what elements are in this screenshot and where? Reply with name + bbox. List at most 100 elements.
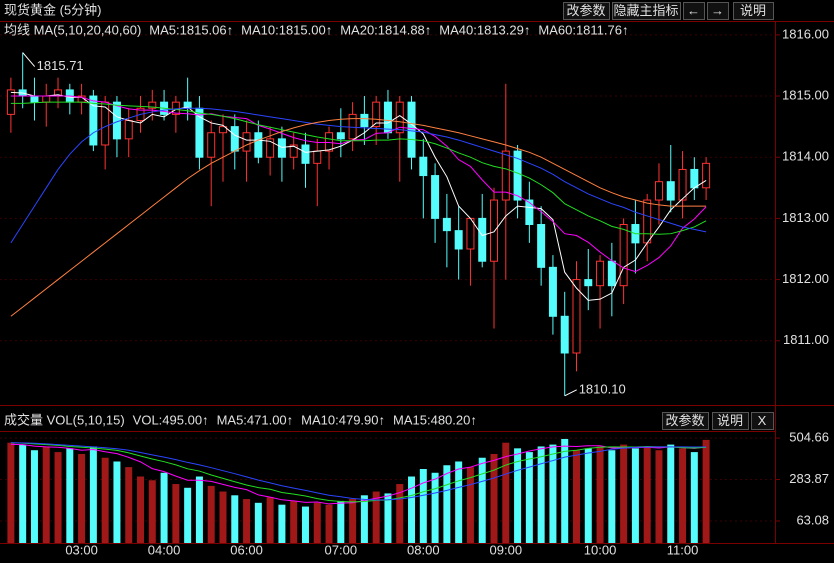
x-tick-label: 11:00 — [667, 542, 699, 557]
volume-bar — [137, 476, 145, 543]
y-tick-label: 63.08 — [796, 512, 829, 527]
button[interactable] — [662, 412, 709, 430]
candle-body — [313, 150, 322, 164]
ma-line — [10, 101, 707, 235]
volume-bar — [584, 448, 592, 543]
button-label[interactable]: 改参数 — [566, 3, 605, 18]
x-tick-label: 07:00 — [325, 542, 358, 557]
volume-bar — [679, 448, 687, 543]
y-tick-label: 1813.00 — [782, 210, 829, 225]
volume-bar — [690, 452, 698, 543]
button-label[interactable]: 说明 — [740, 3, 766, 18]
button[interactable] — [612, 2, 681, 20]
button-label[interactable]: 隐藏主指标 — [613, 3, 678, 18]
button-label[interactable]: → — [711, 3, 724, 18]
button-label[interactable]: ← — [687, 3, 700, 18]
legend-entry: MA20:1814.88↑ — [340, 22, 431, 37]
x-tick-label: 03:00 — [65, 542, 98, 557]
candle-body — [584, 279, 593, 287]
volume-bar — [702, 439, 710, 543]
volume-bar — [148, 480, 156, 543]
volume-bar — [408, 476, 416, 543]
candle-body — [207, 132, 216, 158]
ma-line — [10, 442, 707, 501]
volume-bar — [596, 446, 604, 543]
volume-bar — [313, 502, 321, 543]
legend-entry: 成交量 VOL(5,10,15) — [4, 412, 125, 427]
volume-bar — [490, 453, 498, 543]
volume-bar — [514, 448, 522, 543]
candle-body — [266, 138, 275, 158]
volume-bar — [431, 472, 439, 543]
x-tick-label: 04:00 — [148, 542, 181, 557]
candle-body — [407, 101, 416, 158]
volume-bar — [207, 485, 215, 543]
volume-bar — [266, 497, 274, 543]
volume-bar — [572, 450, 580, 543]
volume-bar — [301, 506, 309, 543]
candle-body — [607, 260, 616, 287]
x-tick-label: 06:00 — [230, 542, 263, 557]
legend-entry: MA15:480.20↑ — [393, 412, 477, 427]
volume-bar — [243, 499, 251, 543]
ma-line — [10, 91, 707, 301]
candle-body — [195, 107, 204, 158]
legend-entry: MA10:1815.00↑ — [241, 22, 332, 37]
y-tick-label: 1811.00 — [783, 332, 829, 347]
volume-bar — [89, 446, 97, 543]
volume-bar — [549, 444, 557, 543]
volume-bar — [195, 476, 203, 543]
volume-bar — [290, 500, 298, 543]
candle-body — [419, 156, 428, 177]
volume-bar — [66, 448, 74, 543]
candle-body — [454, 230, 463, 250]
volume-bar — [219, 491, 227, 543]
volume-bar — [525, 452, 533, 543]
candle-body — [277, 138, 286, 158]
volume-bar — [466, 467, 474, 543]
candle-body — [619, 224, 628, 287]
volume-bar — [254, 502, 262, 543]
button[interactable] — [563, 2, 610, 20]
button[interactable] — [683, 2, 705, 20]
volume-bar — [455, 461, 463, 543]
volume-bar — [360, 495, 368, 543]
button[interactable] — [751, 412, 774, 430]
volume-bar — [172, 484, 180, 543]
button-label[interactable]: X — [758, 413, 767, 428]
legend-entry: MA10:479.90↑ — [301, 412, 385, 427]
candle-body — [690, 168, 699, 189]
button[interactable] — [712, 412, 749, 430]
plot-area — [7, 438, 710, 543]
candle-body — [666, 181, 675, 201]
candle-body — [124, 120, 133, 140]
candle-body — [431, 175, 440, 219]
candle-body — [442, 217, 451, 232]
ma-line — [10, 442, 707, 503]
volume-bar — [419, 469, 427, 543]
volume-bar — [101, 457, 109, 543]
volume-bar — [655, 450, 663, 543]
x-tick-label: 10:00 — [584, 542, 617, 557]
volume-bar — [30, 450, 38, 543]
volume-bar — [349, 499, 357, 543]
candle-body — [572, 279, 581, 354]
candle-body — [643, 199, 652, 244]
volume-bar — [443, 465, 451, 543]
button[interactable] — [707, 2, 729, 20]
volume-bar — [7, 442, 15, 543]
button[interactable] — [733, 2, 774, 20]
legend-entry: VOL:495.00↑ — [133, 412, 209, 427]
candle-body — [654, 181, 663, 201]
legend-entry: MA60:1811.76↑ — [538, 22, 628, 37]
plot-area — [6, 52, 711, 396]
volume-bar — [125, 467, 133, 543]
candle-body — [490, 199, 499, 262]
button-label[interactable]: 改参数 — [665, 413, 704, 428]
candle-body — [325, 132, 334, 152]
y-tick-label: 1814.00 — [782, 149, 829, 164]
volume-bar — [478, 457, 486, 543]
x-tick-label: 09:00 — [490, 542, 523, 557]
button-label[interactable]: 说明 — [717, 413, 743, 428]
